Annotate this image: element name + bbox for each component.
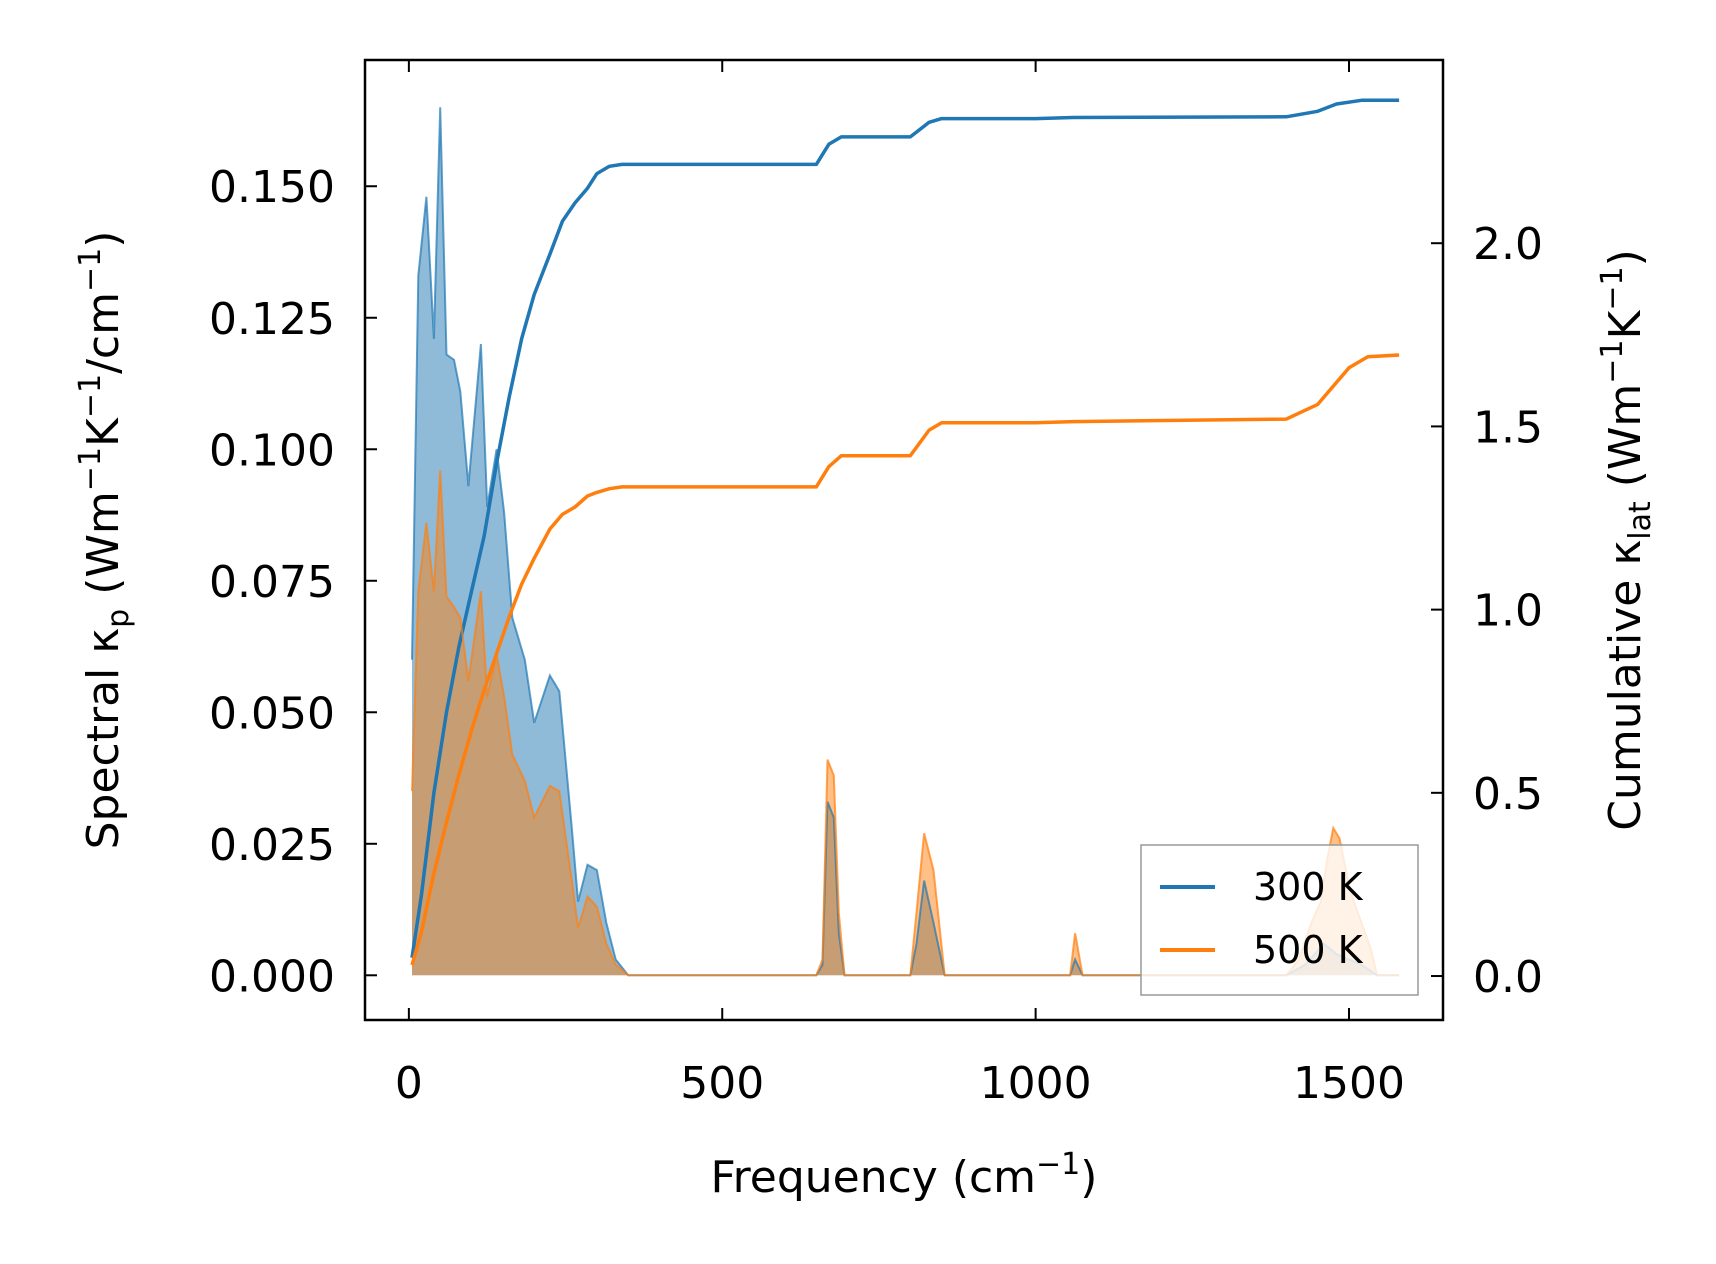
label-part: K	[1600, 309, 1651, 339]
axis-ticks	[365, 60, 1443, 1020]
plot-frame	[363, 58, 1445, 1022]
label-part: K	[78, 417, 129, 447]
y-left-tick-label: 0.050	[209, 688, 335, 739]
y-left-tick-label: 0.075	[209, 557, 335, 608]
label-part: p	[101, 609, 136, 628]
y-right-tick-label: 1.0	[1473, 586, 1543, 637]
tick-labels: 0 500 1000 1500 0.000 0.025 0.050 0.075 0.100 0.1…	[209, 162, 1543, 1109]
label-part: (Wm	[78, 491, 129, 609]
y-right-tick-label: 1.5	[1473, 402, 1543, 453]
label-part: −1	[1595, 266, 1630, 310]
y-left-tick-label: 0.025	[209, 820, 335, 871]
label-part: −1	[73, 374, 108, 418]
cumulative-line-500k	[410, 353, 1400, 966]
label-part: −1	[73, 248, 108, 292]
left-y-axis-label: Spectral κp (Wm−1K−1/cm−1)	[73, 231, 136, 850]
y-left-tick-label: 0.000	[209, 951, 335, 1002]
x-axis-label-text: Frequency (cm	[711, 1152, 1037, 1203]
y-left-tick-label: 0.125	[209, 294, 335, 345]
x-tick-label: 1000	[980, 1058, 1092, 1109]
label-part: (Wm	[1600, 384, 1651, 502]
label-part: lat	[1623, 501, 1658, 540]
label-part: /cm	[78, 292, 129, 374]
x-tick-label: 0	[395, 1058, 423, 1109]
label-part: −1	[73, 447, 108, 491]
label-part: )	[1600, 249, 1651, 266]
cumulative-line-300k	[410, 98, 1400, 958]
right-y-axis-label: Cumulative κlat (Wm−1K−1)	[1595, 249, 1658, 831]
x-axis-label: Frequency (cm−1)	[711, 1147, 1098, 1203]
label-part: −1	[1595, 339, 1630, 383]
y-left-tick-label: 0.100	[209, 425, 335, 476]
x-axis-label-sup: −1	[1036, 1147, 1080, 1182]
legend-label-500k: 500 K	[1253, 928, 1364, 972]
label-part: Spectral κ	[78, 628, 129, 850]
spectral-area-500k	[412, 470, 1400, 976]
y-right-tick-label: 0.0	[1473, 952, 1543, 1003]
x-tick-label: 500	[680, 1058, 764, 1109]
label-part: )	[78, 231, 129, 248]
x-tick-label: 1500	[1293, 1058, 1405, 1109]
area-fills	[412, 107, 1400, 976]
y-left-tick-label: 0.150	[209, 162, 335, 213]
x-axis-label-end: )	[1080, 1152, 1097, 1203]
y-right-tick-label: 0.5	[1473, 769, 1543, 820]
label-part: Cumulative κ	[1600, 540, 1651, 831]
legend-box	[1140, 844, 1419, 996]
legend: 300 K 500 K	[1140, 844, 1419, 996]
y-right-tick-label: 2.0	[1473, 219, 1543, 270]
legend-label-300k: 300 K	[1253, 865, 1364, 909]
